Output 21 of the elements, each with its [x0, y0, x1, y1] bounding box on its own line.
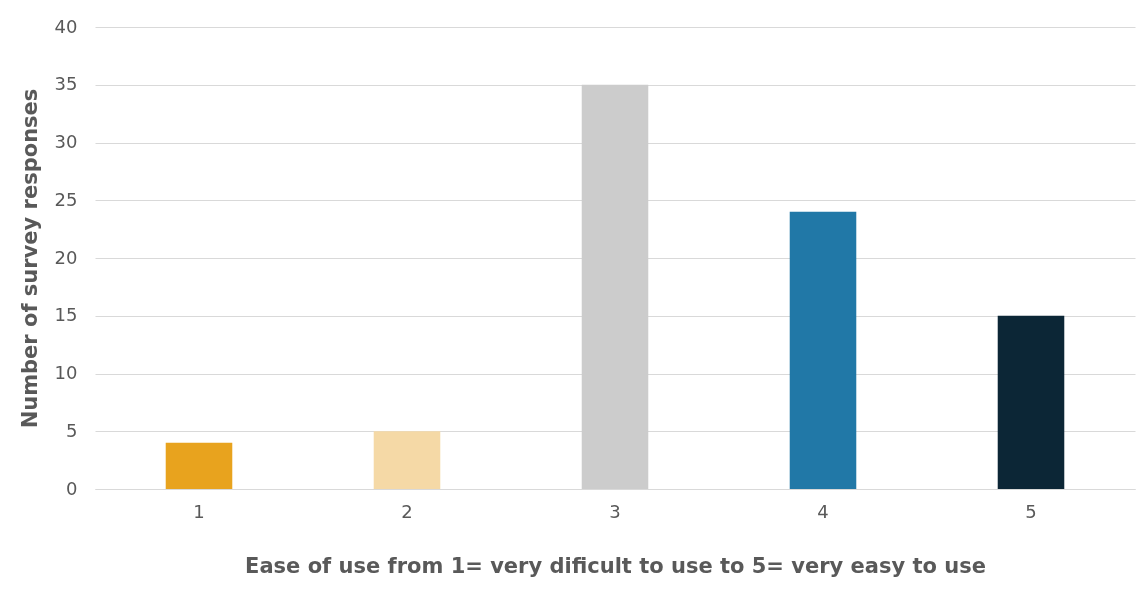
y-tick-label: 0 [66, 477, 78, 499]
y-tick-label: 10 [54, 362, 78, 383]
y-tick-label: 40 [54, 15, 78, 37]
y-tick-label: 5 [66, 419, 78, 441]
y-axis-title: Number of survey responses [17, 88, 42, 429]
x-tick-label: 3 [609, 500, 621, 522]
x-tick-label: 2 [401, 500, 413, 522]
x-tick-label: 5 [1025, 500, 1037, 522]
y-tick-label: 35 [54, 73, 78, 95]
y-tick-label: 15 [54, 304, 78, 326]
x-tick-label: 1 [193, 500, 205, 522]
bar [789, 211, 857, 489]
bar [997, 315, 1065, 489]
bar [581, 84, 649, 489]
x-axis-title: Ease of use from 1= very dificult to use to 5= very easy to use [245, 553, 986, 578]
bar [165, 442, 233, 489]
y-tick-label: 20 [54, 246, 78, 268]
y-tick-label: 25 [54, 188, 78, 210]
x-tick-label: 4 [817, 500, 829, 522]
bar [373, 431, 441, 489]
y-tick-label: 30 [54, 131, 78, 152]
